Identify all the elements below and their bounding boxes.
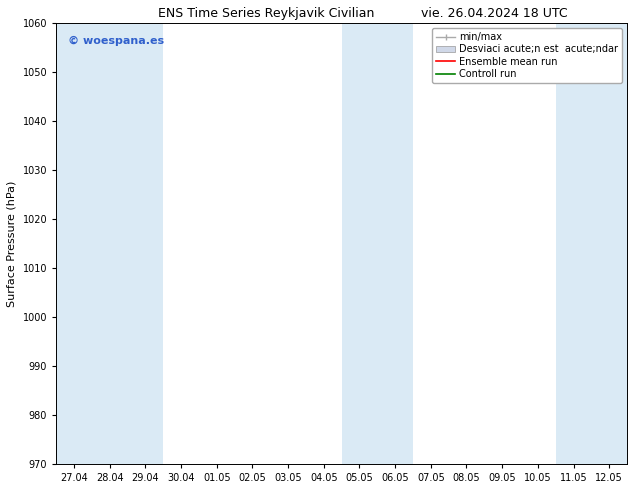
Bar <box>342 23 413 464</box>
Bar <box>555 23 627 464</box>
Y-axis label: Surface Pressure (hPa): Surface Pressure (hPa) <box>7 180 17 307</box>
Bar <box>56 23 163 464</box>
Text: vie. 26.04.2024 18 UTC: vie. 26.04.2024 18 UTC <box>421 7 568 21</box>
Text: © woespana.es: © woespana.es <box>68 36 164 47</box>
Text: ENS Time Series Reykjavik Civilian: ENS Time Series Reykjavik Civilian <box>158 7 375 21</box>
Legend: min/max, Desviaci acute;n est  acute;ndar, Ensemble mean run, Controll run: min/max, Desviaci acute;n est acute;ndar… <box>432 28 622 83</box>
